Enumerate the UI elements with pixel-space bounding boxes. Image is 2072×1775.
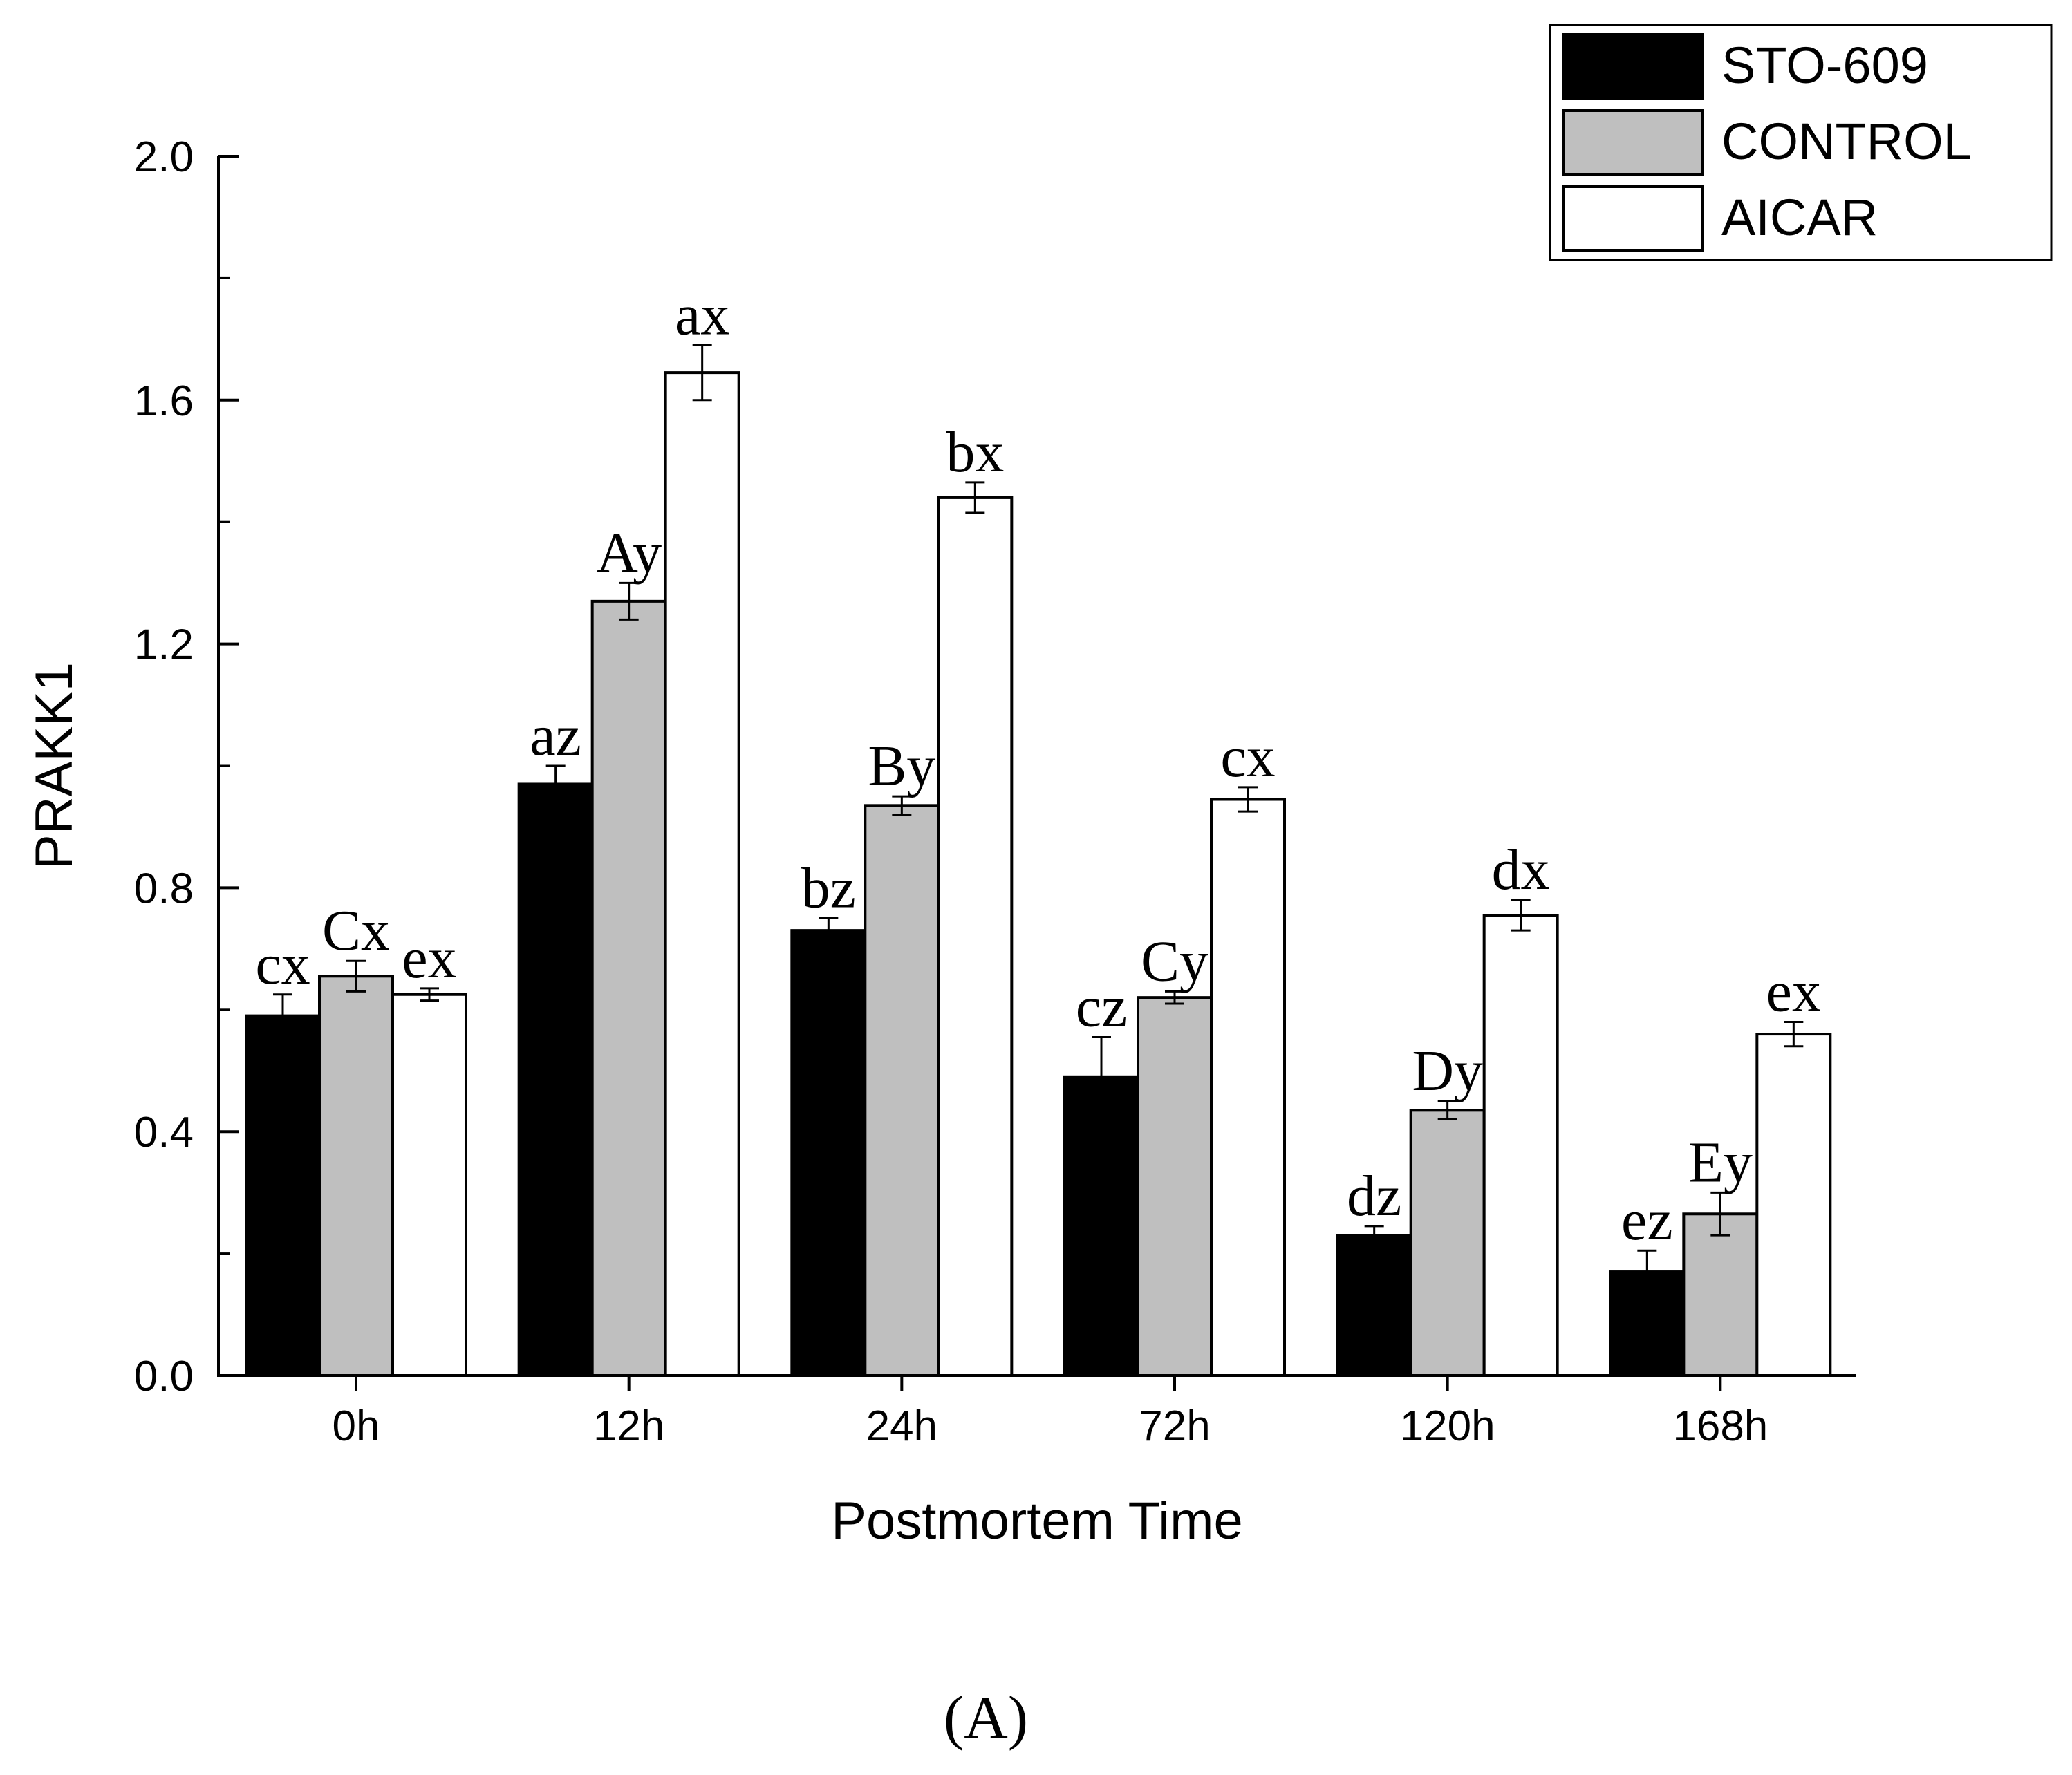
y-tick-label: 0.0 (134, 1353, 194, 1400)
error-bar (1165, 990, 1184, 1005)
error-bar (619, 581, 639, 621)
error-bar (1710, 1191, 1730, 1237)
bar-aicar-168h (1755, 1033, 1832, 1377)
error-bar (1637, 1249, 1657, 1295)
significance-label: By (868, 734, 935, 798)
bar-control-168h (1682, 1212, 1759, 1378)
significance-label: Ay (596, 520, 662, 585)
significance-label: Cy (1141, 929, 1208, 993)
bar-control-0h (318, 975, 394, 1378)
x-axis-title: Postmortem Time (831, 1492, 1242, 1550)
error-bar (1437, 1100, 1457, 1121)
significance-label: cx (1220, 725, 1275, 789)
bar-sto-609-72h (1063, 1075, 1139, 1377)
error-bar (420, 987, 439, 1002)
bars-layer (245, 371, 1832, 1378)
bar-control-72h (1137, 996, 1213, 1378)
error-bar (273, 993, 292, 1038)
y-tick-label: 2.0 (134, 133, 194, 181)
error-bar (892, 795, 912, 816)
legend-swatch (1562, 109, 1704, 176)
y-ticks: 0.0 0.4 0.8 1.2 1.6 2.0 (134, 133, 239, 1400)
x-ticks: 0h 12h 24h 72h 120h 168h (333, 1375, 1768, 1450)
error-bar (1511, 899, 1531, 932)
legend-label: STO-609 (1721, 37, 1928, 94)
bar-control-120h (1409, 1109, 1486, 1377)
legend-label: CONTROL (1721, 113, 1972, 170)
error-bar (965, 481, 985, 514)
y-tick-label: 0.8 (134, 865, 194, 912)
legend-swatch (1562, 185, 1704, 252)
bar-sto-609-0h (245, 1014, 321, 1377)
significance-label: cx (255, 932, 310, 997)
significance-label: ex (402, 926, 456, 990)
error-bar (1364, 1225, 1384, 1246)
bar-control-24h (864, 804, 940, 1377)
error-bar (346, 959, 366, 993)
x-tick-label: 72h (1139, 1402, 1210, 1450)
error-bar (545, 764, 566, 804)
significance-label: az (530, 704, 581, 768)
significance-label: ax (675, 283, 729, 347)
x-tick-label: 24h (866, 1402, 937, 1450)
error-bar (1092, 1035, 1111, 1118)
bar-aicar-120h (1482, 914, 1559, 1377)
significance-label: ez (1621, 1188, 1673, 1252)
bar-aicar-0h (391, 993, 467, 1377)
error-bar (1784, 1020, 1804, 1048)
significance-label: Ey (1688, 1130, 1753, 1194)
significance-label: Cx (322, 899, 390, 963)
bar-aicar-72h (1210, 798, 1286, 1377)
bar-sto-609-120h (1336, 1234, 1412, 1378)
bar-aicar-12h (664, 371, 740, 1377)
bar-aicar-24h (937, 496, 1014, 1377)
y-axis-title: PRAKK1 (25, 662, 84, 870)
x-tick-label: 168h (1672, 1402, 1768, 1450)
bar-sto-609-12h (517, 782, 594, 1377)
significance-label: bz (801, 856, 856, 921)
y-tick-label: 1.2 (134, 621, 194, 669)
error-bar (692, 344, 712, 402)
significance-label: Dy (1412, 1039, 1483, 1103)
y-tick-label: 0.4 (134, 1109, 194, 1156)
y-tick-label: 1.6 (134, 377, 194, 425)
significance-label: cz (1076, 975, 1128, 1039)
legend-swatch (1562, 33, 1704, 100)
significance-label: ex (1766, 959, 1821, 1024)
legend: STO-609 CONTROL AICAR (1549, 24, 2053, 261)
legend-label: AICAR (1721, 189, 1878, 246)
error-bar (1238, 786, 1258, 813)
significance-label: dz (1347, 1164, 1401, 1228)
significance-label: dx (1492, 838, 1550, 902)
bar-control-12h (590, 599, 667, 1377)
x-tick-label: 12h (593, 1402, 664, 1450)
significance-label: bx (946, 420, 1004, 485)
bar-sto-609-24h (790, 929, 867, 1377)
x-tick-label: 0h (333, 1402, 380, 1450)
error-bars-layer (273, 344, 1804, 1295)
significance-labels-layer: cx az bz cz dz ez Cx Ay By Cy Dy Ey ex ax bx cx dx ex (255, 283, 1821, 1252)
panel-label: (A) (944, 1684, 1028, 1751)
error-bar (819, 917, 839, 944)
x-tick-label: 120h (1400, 1402, 1495, 1450)
